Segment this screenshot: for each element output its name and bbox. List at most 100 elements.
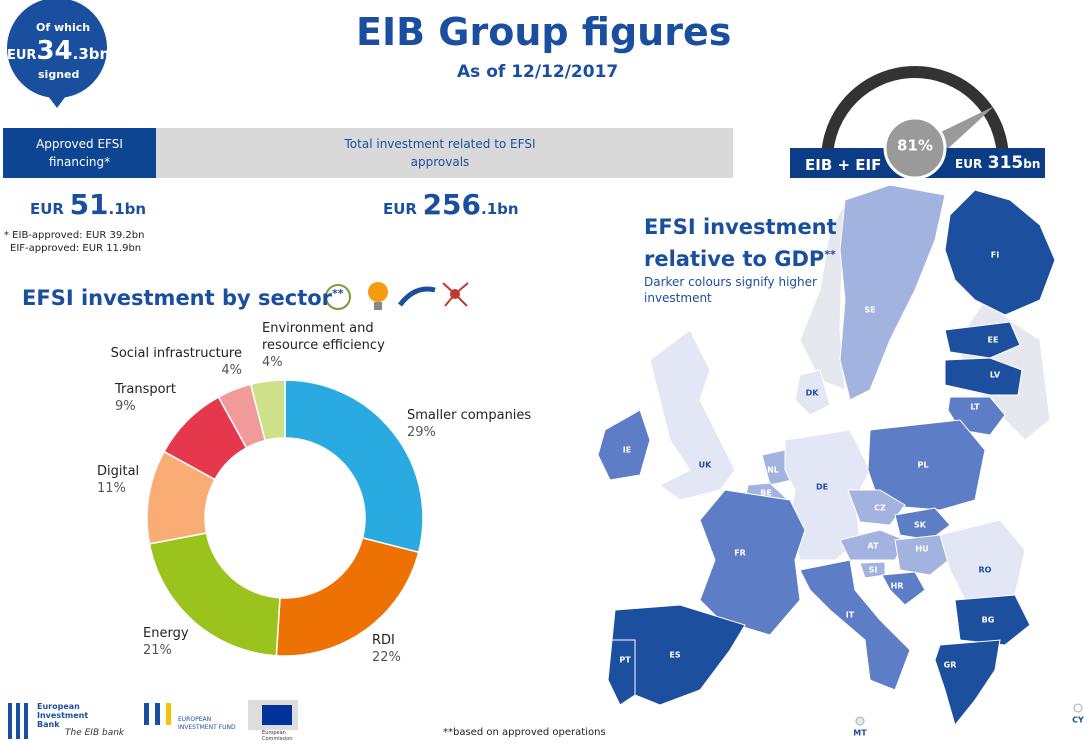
country-label: FI — [991, 251, 999, 260]
gauge-label: 81% — [897, 137, 933, 155]
eif-logo — [144, 703, 149, 725]
country — [954, 594, 1031, 646]
currency: EUR — [383, 200, 417, 218]
donut-label: RDI 22% — [372, 632, 401, 666]
subtitle: As of 12/12/2017 — [457, 62, 619, 82]
eib-tag: The EIB bank — [65, 728, 125, 738]
donut-label: Digital 11% — [97, 463, 139, 497]
gauge-hub — [883, 116, 947, 180]
country-label: PL — [918, 461, 929, 470]
value-label: 11% — [97, 481, 126, 496]
category-name: Energy — [143, 626, 189, 641]
donut-label: Transport 9% — [115, 381, 176, 415]
icon-bulb-base — [374, 302, 382, 310]
donut-segment — [284, 379, 424, 554]
category-name: Transport — [115, 382, 177, 397]
bubble-bottom: signed — [38, 68, 80, 81]
eib-logo — [8, 703, 12, 739]
country — [944, 357, 1023, 396]
donut-segment — [275, 536, 420, 657]
value-label: 4% — [262, 355, 283, 370]
icon-network-links — [442, 282, 469, 307]
amount-whole: 315 — [987, 153, 1024, 173]
currency: EUR — [30, 200, 64, 218]
icon-arrow — [398, 286, 436, 307]
bubble-amount: EUR34.3bn — [7, 36, 110, 66]
category-name: RDI — [372, 633, 395, 648]
country — [944, 321, 1021, 359]
eif-logo — [155, 703, 160, 725]
country-label: UK — [699, 461, 712, 470]
country — [939, 519, 1026, 601]
eif-logo — [166, 703, 171, 725]
approved-amount: EUR 51.1bn — [30, 188, 146, 221]
eib-logo — [16, 703, 20, 739]
country — [855, 716, 865, 726]
country-label: SK — [914, 521, 927, 530]
country — [881, 571, 926, 606]
approved-label: Approved EFSI financing* — [36, 137, 123, 169]
country-label: DK — [806, 389, 820, 398]
logos — [8, 700, 298, 739]
total-box — [156, 128, 733, 178]
title: EIB Group figures — [356, 10, 732, 54]
amount-fraction: .1bn — [481, 200, 519, 218]
value-label: 9% — [115, 399, 136, 414]
eif-name: EUROPEAN INVESTMENT FUND — [178, 716, 236, 731]
country-label: SE — [864, 306, 875, 315]
donut-label: Environment and resource efficiency 4% — [262, 320, 392, 371]
bubble — [7, 0, 107, 98]
country — [794, 369, 831, 416]
total-amount: EUR 256.1bn — [383, 188, 519, 221]
country — [1073, 703, 1083, 713]
country-label: RO — [979, 566, 992, 575]
country-label: IT — [846, 611, 855, 620]
country-label: FR — [734, 549, 746, 558]
icon-bulb — [368, 282, 388, 302]
bubble-top: Of which — [36, 21, 91, 34]
country-label: HR — [891, 582, 904, 591]
category-name: Social infrastructure — [110, 346, 242, 361]
country — [597, 409, 651, 481]
category-name: Environment and resource efficiency — [262, 321, 385, 353]
donut-label: Smaller companies 29% — [407, 407, 531, 441]
amount-whole: 51 — [69, 188, 109, 221]
country-label: SI — [869, 566, 878, 575]
bubble-pointer — [45, 92, 69, 108]
country-label: ES — [669, 651, 680, 660]
country-label: BG — [982, 616, 995, 625]
country — [607, 639, 636, 706]
country-label: CY — [1072, 716, 1084, 725]
country — [867, 419, 986, 511]
amount-unit: bn — [1023, 157, 1041, 171]
eib-logo — [24, 703, 28, 739]
sector-title: EFSI investment by sector** — [22, 286, 344, 310]
donut-label: Energy 21% — [143, 625, 189, 659]
country — [699, 489, 806, 636]
country-label: HU — [915, 545, 928, 554]
currency: EUR — [7, 48, 37, 63]
value-label: 22% — [372, 650, 401, 665]
country-label: EE — [988, 336, 999, 345]
country-label: IE — [623, 446, 631, 455]
gauge-left: EIB + EIF — [805, 156, 882, 174]
map-subtitle: Darker colours signify higher investment — [644, 275, 817, 305]
value-label: 21% — [143, 643, 172, 658]
country — [894, 534, 956, 576]
title-text: EFSI investment by sector — [22, 286, 333, 310]
country-label: CZ — [874, 504, 886, 513]
country-label: PT — [619, 656, 631, 665]
category-name: Digital — [97, 464, 140, 479]
value-label: 29% — [407, 425, 436, 440]
amount-fraction: .3bn — [72, 45, 111, 63]
amount-fraction: .1bn — [108, 200, 147, 218]
eu-flag — [262, 705, 292, 725]
note: EIF-approved: EUR 11.9bn — [10, 243, 142, 254]
note: * EIB-approved: EUR 39.2bn — [4, 230, 145, 241]
donut-segment — [249, 379, 286, 442]
title-mark: ** — [824, 248, 836, 261]
amount-whole: 256 — [422, 188, 482, 221]
eib-name: European Investment Bank — [37, 702, 89, 729]
